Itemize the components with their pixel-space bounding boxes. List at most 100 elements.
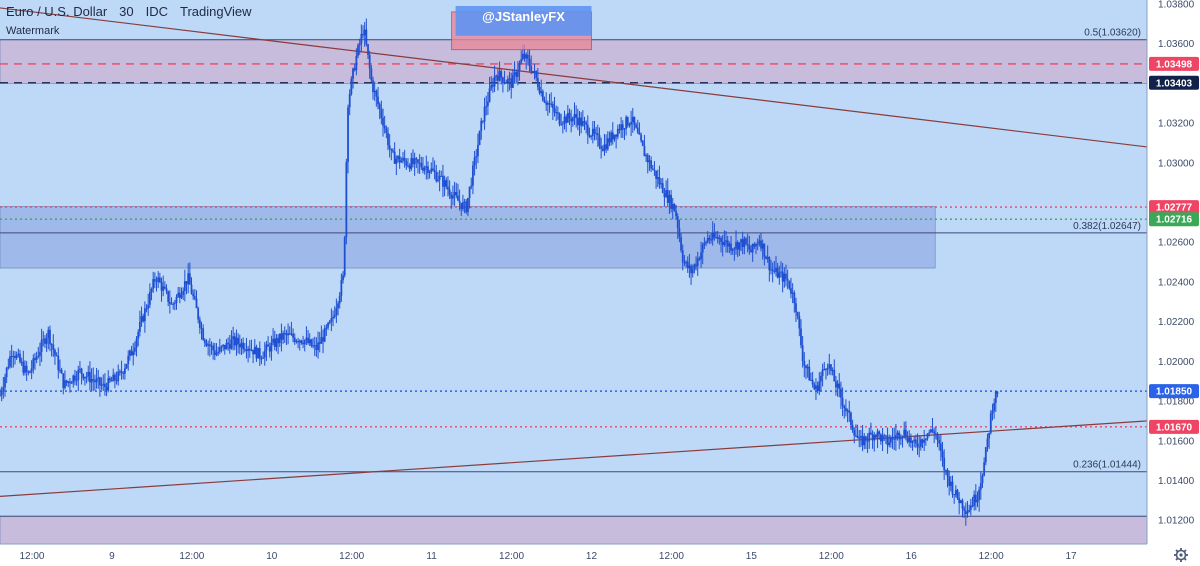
candle bbox=[666, 178, 669, 207]
header-title: Euro / U.S. Dollar 30 IDC TradingView bbox=[6, 4, 252, 19]
candle bbox=[840, 381, 842, 409]
candle bbox=[845, 399, 847, 417]
candle bbox=[868, 427, 871, 449]
candle bbox=[641, 140, 644, 147]
candle bbox=[34, 352, 36, 370]
candle bbox=[372, 76, 374, 100]
y-tick-label: 1.01800 bbox=[1158, 397, 1195, 408]
candle bbox=[756, 238, 759, 251]
candle bbox=[550, 92, 553, 108]
candle bbox=[871, 430, 874, 449]
candle bbox=[870, 422, 872, 435]
candle bbox=[485, 95, 488, 116]
candle bbox=[148, 283, 151, 309]
candle bbox=[395, 155, 398, 176]
candle bbox=[911, 440, 914, 451]
candle bbox=[886, 427, 889, 454]
candle bbox=[668, 190, 671, 214]
handle-overlay: @JStanleyFX bbox=[451, 5, 592, 51]
candle bbox=[683, 254, 686, 267]
candle bbox=[95, 367, 98, 389]
candle bbox=[215, 343, 218, 357]
candle bbox=[503, 70, 506, 85]
candle bbox=[432, 157, 434, 172]
candle bbox=[618, 123, 621, 134]
settings-gear-icon[interactable] bbox=[1174, 548, 1188, 562]
price-badge-label: 1.01670 bbox=[1156, 422, 1193, 433]
candle bbox=[968, 504, 971, 513]
exchange-label: IDC bbox=[146, 4, 168, 19]
price-axis[interactable] bbox=[1147, 0, 1200, 566]
candle bbox=[570, 109, 573, 133]
candle bbox=[348, 89, 351, 116]
candle bbox=[155, 276, 158, 292]
candle bbox=[530, 55, 533, 75]
candle bbox=[831, 367, 834, 376]
candle bbox=[770, 259, 772, 275]
candle bbox=[74, 369, 76, 386]
candle bbox=[143, 301, 146, 333]
candle bbox=[678, 219, 681, 243]
candle bbox=[941, 441, 944, 467]
candle bbox=[538, 82, 541, 95]
candle bbox=[568, 108, 571, 125]
candle bbox=[800, 319, 802, 349]
x-tick-label: 16 bbox=[906, 551, 918, 562]
candle bbox=[560, 113, 563, 126]
price-badge: 1.03498 bbox=[1149, 56, 1199, 71]
candle bbox=[100, 377, 103, 390]
x-ticks: 12:00 9 12:00 10 12:00 11 12:00 12 12:00 15 12:00 1… bbox=[19, 551, 1077, 562]
candle bbox=[903, 421, 906, 439]
candle bbox=[292, 328, 294, 343]
candle bbox=[200, 321, 203, 340]
candle bbox=[878, 430, 881, 440]
candle bbox=[551, 101, 554, 120]
candle bbox=[352, 67, 354, 89]
interval-label: 30 bbox=[119, 4, 133, 19]
candle bbox=[130, 345, 133, 356]
trend-down bbox=[0, 7, 1148, 148]
candle bbox=[117, 364, 120, 386]
candle bbox=[25, 361, 28, 381]
candle bbox=[775, 256, 777, 277]
candle bbox=[625, 115, 628, 136]
candle bbox=[380, 100, 383, 125]
candle bbox=[858, 429, 861, 448]
candle bbox=[983, 457, 986, 477]
candle bbox=[841, 387, 844, 417]
zone-mid bbox=[0, 206, 936, 269]
candle bbox=[99, 376, 101, 397]
candle bbox=[437, 171, 439, 183]
candle bbox=[493, 65, 496, 93]
candle bbox=[107, 370, 110, 393]
candle bbox=[690, 263, 692, 285]
candle bbox=[898, 430, 901, 450]
candle bbox=[616, 124, 619, 140]
candle bbox=[929, 428, 932, 434]
candle bbox=[268, 342, 271, 358]
candle bbox=[610, 130, 613, 146]
candle bbox=[113, 372, 116, 389]
x-tick-label: 12:00 bbox=[819, 551, 844, 562]
candle bbox=[4, 373, 6, 397]
candle bbox=[19, 349, 21, 364]
candle bbox=[97, 370, 100, 389]
candle bbox=[650, 156, 652, 172]
candle bbox=[238, 334, 241, 355]
candle bbox=[29, 370, 31, 374]
candle bbox=[440, 170, 443, 177]
candle bbox=[307, 330, 309, 345]
candle bbox=[282, 330, 284, 344]
time-axis[interactable] bbox=[0, 544, 1147, 566]
price-badge: 1.02716 bbox=[1149, 212, 1199, 227]
candle bbox=[708, 234, 711, 244]
candle bbox=[563, 110, 566, 130]
candle bbox=[963, 505, 966, 518]
candle bbox=[638, 122, 641, 135]
candle bbox=[608, 131, 611, 147]
candle bbox=[405, 158, 408, 170]
platform-label: TradingView bbox=[180, 4, 252, 19]
candle bbox=[42, 331, 45, 347]
candle bbox=[387, 127, 389, 151]
